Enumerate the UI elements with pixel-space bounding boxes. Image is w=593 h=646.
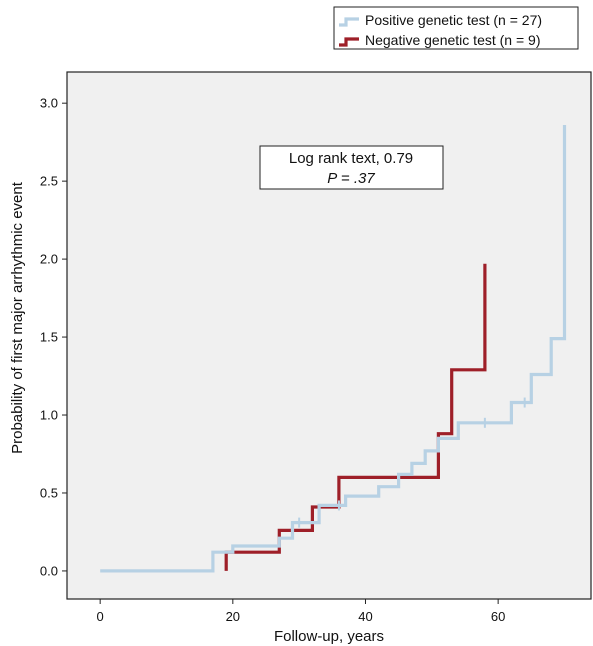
y-tick-label-2: 1.0 — [40, 408, 58, 423]
y-axis: 0.0 0.5 1.0 1.5 2.0 2.5 3.0 — [40, 96, 67, 578]
y-tick-label-6: 3.0 — [40, 96, 58, 111]
x-tick-label-0: 0 — [97, 609, 104, 624]
y-tick-label-1: 0.5 — [40, 485, 58, 500]
data-layer — [100, 125, 567, 573]
y-tick-label-4: 2.0 — [40, 252, 58, 267]
x-tick-label-1: 20 — [226, 609, 240, 624]
y-axis-title: Probability of first major arrhythmic ev… — [9, 181, 26, 454]
legend-label-0: Positive genetic test (n = 27) — [365, 12, 542, 28]
annotation-line-2: P = .37 — [327, 170, 375, 187]
x-tick-label-2: 40 — [358, 609, 372, 624]
y-tick-label-0: 0.0 — [40, 563, 58, 578]
legend: Positive genetic test (n = 27) Negative g… — [333, 6, 579, 50]
x-axis: 0 20 40 60 — [97, 599, 505, 624]
annotation-box: Log rank text, 0.79 P = .37 — [259, 145, 444, 190]
legend-label-1: Negative genetic test (n = 9) — [365, 32, 541, 48]
x-tick-label-3: 60 — [491, 609, 505, 624]
annotation-line-1: Log rank text, 0.79 — [289, 150, 413, 167]
y-tick-label-3: 1.5 — [40, 330, 58, 345]
legend-swatch-1 — [339, 37, 359, 47]
x-axis-title: Follow-up, years — [274, 628, 384, 645]
series-line-1 — [224, 263, 487, 571]
legend-swatch-0 — [339, 17, 359, 27]
y-tick-label-5: 2.5 — [40, 174, 58, 189]
